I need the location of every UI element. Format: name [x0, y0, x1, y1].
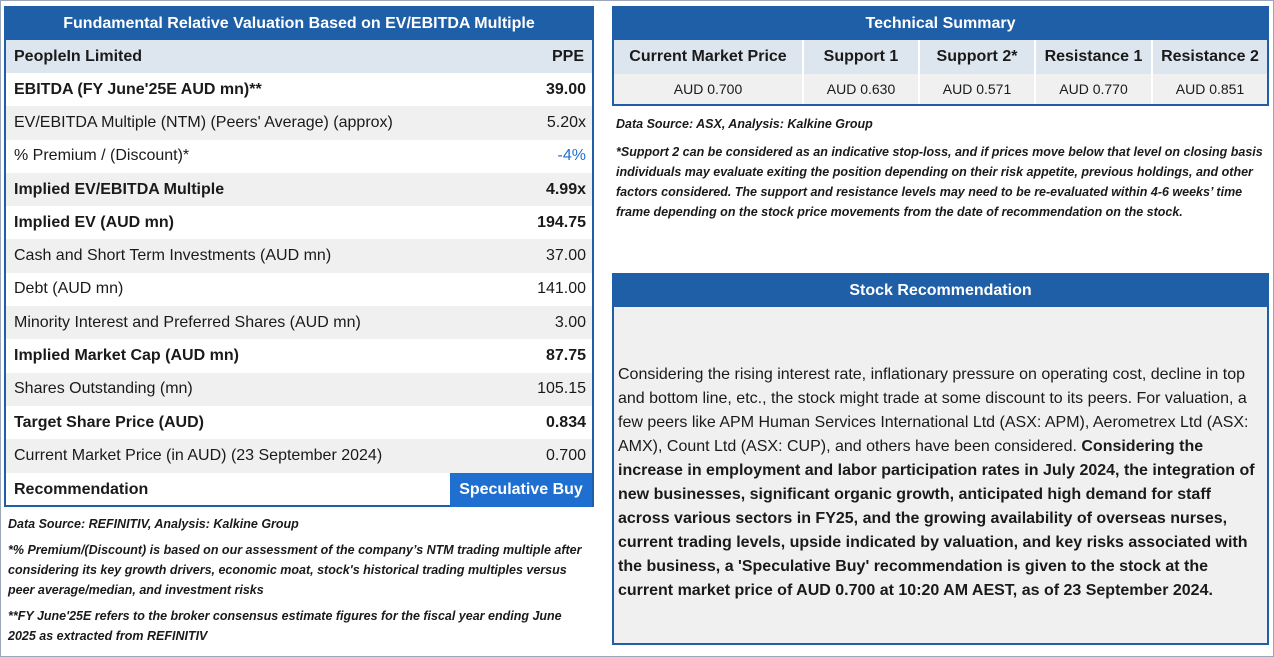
- row-value: 105.15: [537, 380, 586, 398]
- table-row: EBITDA (FY June'25E AUD mn)** 39.00: [6, 73, 592, 106]
- tech-value: AUD 0.571: [920, 74, 1034, 104]
- row-value: 0.700: [545, 446, 586, 464]
- row-label: Debt (AUD mn): [14, 280, 124, 298]
- technical-summary: Technical Summary Current Market Price A…: [612, 6, 1269, 106]
- recommendation-badge: Speculative Buy: [450, 472, 592, 507]
- valuation-table: Fundamental Relative Valuation Based on …: [4, 6, 594, 507]
- recommendation-row: Recommendation Speculative Buy: [6, 472, 592, 507]
- tech-column: Resistance 2 AUD 0.851: [1153, 40, 1267, 104]
- row-value: 5.20x: [546, 113, 586, 131]
- technical-title: Technical Summary: [614, 8, 1267, 40]
- stock-recommendation: Stock Recommendation Considering the ris…: [612, 273, 1269, 645]
- tech-header: Resistance 1: [1036, 40, 1151, 74]
- footnote-premium: *% Premium/(Discount) is based on our as…: [8, 543, 582, 597]
- technical-notes: Data Source: ASX, Analysis: Kalkine Grou…: [616, 114, 1266, 230]
- tech-value: AUD 0.630: [804, 74, 918, 104]
- tech-column: Current Market Price AUD 0.700: [614, 40, 804, 104]
- tech-column: Support 1 AUD 0.630: [804, 40, 920, 104]
- row-value: 194.75: [537, 213, 586, 231]
- tech-footnote: *Support 2 can be considered as an indic…: [616, 145, 1263, 219]
- table-row: Cash and Short Term Investments (AUD mn)…: [6, 239, 592, 273]
- stock-title: Stock Recommendation: [614, 275, 1267, 307]
- footnote-fy: **FY June'25E refers to the broker conse…: [8, 609, 562, 643]
- tech-header: Current Market Price: [614, 40, 802, 74]
- table-row: Current Market Price (in AUD) (23 Septem…: [6, 439, 592, 473]
- tech-header: Support 2*: [920, 40, 1034, 74]
- tech-header: Support 1: [804, 40, 918, 74]
- row-value: 0.834: [545, 413, 586, 431]
- row-value: 3.00: [554, 313, 586, 331]
- table-row: Implied EV/EBITDA Multiple 4.99x: [6, 172, 592, 207]
- row-label: Cash and Short Term Investments (AUD mn): [14, 247, 332, 265]
- stock-text-bold: Considering the increase in employment a…: [618, 438, 1255, 599]
- row-value: 141.00: [537, 280, 586, 298]
- row-label: Target Share Price (AUD): [14, 413, 204, 431]
- row-label: Implied EV/EBITDA Multiple: [14, 180, 225, 198]
- row-label: Minority Interest and Preferred Shares (…: [14, 313, 361, 331]
- row-label: Implied Market Cap (AUD mn): [14, 347, 239, 365]
- technical-grid: Current Market Price AUD 0.700 Support 1…: [614, 40, 1267, 104]
- valuation-title: Fundamental Relative Valuation Based on …: [6, 8, 592, 40]
- row-label: Current Market Price (in AUD) (23 Septem…: [14, 446, 383, 464]
- row-label: EV/EBITDA Multiple (NTM) (Peers' Average…: [14, 113, 393, 131]
- table-row: Debt (AUD mn) 141.00: [6, 273, 592, 306]
- data-source: Data Source: REFINITIV, Analysis: Kalkin…: [8, 517, 299, 531]
- row-label: Implied EV (AUD mn): [14, 213, 175, 231]
- tech-column: Support 2* AUD 0.571: [920, 40, 1036, 104]
- company-name: PeopleIn Limited: [14, 47, 143, 65]
- stock-body: Considering the rising interest rate, in…: [614, 307, 1267, 643]
- recommendation-label: Recommendation: [14, 480, 149, 498]
- table-row: Target Share Price (AUD) 0.834: [6, 406, 592, 439]
- row-value: 39.00: [545, 80, 586, 98]
- row-value: 87.75: [545, 347, 586, 365]
- valuation-header-row: PeopleIn Limited PPE: [6, 40, 592, 73]
- table-row: Implied EV (AUD mn) 194.75: [6, 206, 592, 239]
- table-row: % Premium / (Discount)* -4%: [6, 140, 592, 173]
- row-value: 37.00: [545, 247, 586, 265]
- table-row: Minority Interest and Preferred Shares (…: [6, 306, 592, 340]
- row-label: Shares Outstanding (mn): [14, 380, 193, 398]
- tech-data-source: Data Source: ASX, Analysis: Kalkine Grou…: [616, 117, 873, 131]
- row-label: % Premium / (Discount)*: [14, 147, 190, 165]
- tech-column: Resistance 1 AUD 0.770: [1036, 40, 1153, 104]
- ticker: PPE: [551, 47, 584, 65]
- stock-text-normal: Considering the rising interest rate, in…: [618, 366, 1249, 455]
- row-value: 4.99x: [545, 180, 586, 198]
- table-row: EV/EBITDA Multiple (NTM) (Peers' Average…: [6, 106, 592, 140]
- valuation-notes: Data Source: REFINITIV, Analysis: Kalkin…: [8, 514, 592, 652]
- table-row: Shares Outstanding (mn) 105.15: [6, 372, 592, 406]
- valuation-rows: EBITDA (FY June'25E AUD mn)** 39.00 EV/E…: [6, 73, 592, 473]
- tech-value: AUD 0.851: [1153, 74, 1267, 104]
- row-value: -4%: [557, 147, 586, 165]
- row-label: EBITDA (FY June'25E AUD mn)**: [14, 80, 262, 98]
- tech-value: AUD 0.770: [1036, 74, 1151, 104]
- tech-value: AUD 0.700: [614, 74, 802, 104]
- tech-header: Resistance 2: [1153, 40, 1267, 74]
- table-row: Implied Market Cap (AUD mn) 87.75: [6, 339, 592, 372]
